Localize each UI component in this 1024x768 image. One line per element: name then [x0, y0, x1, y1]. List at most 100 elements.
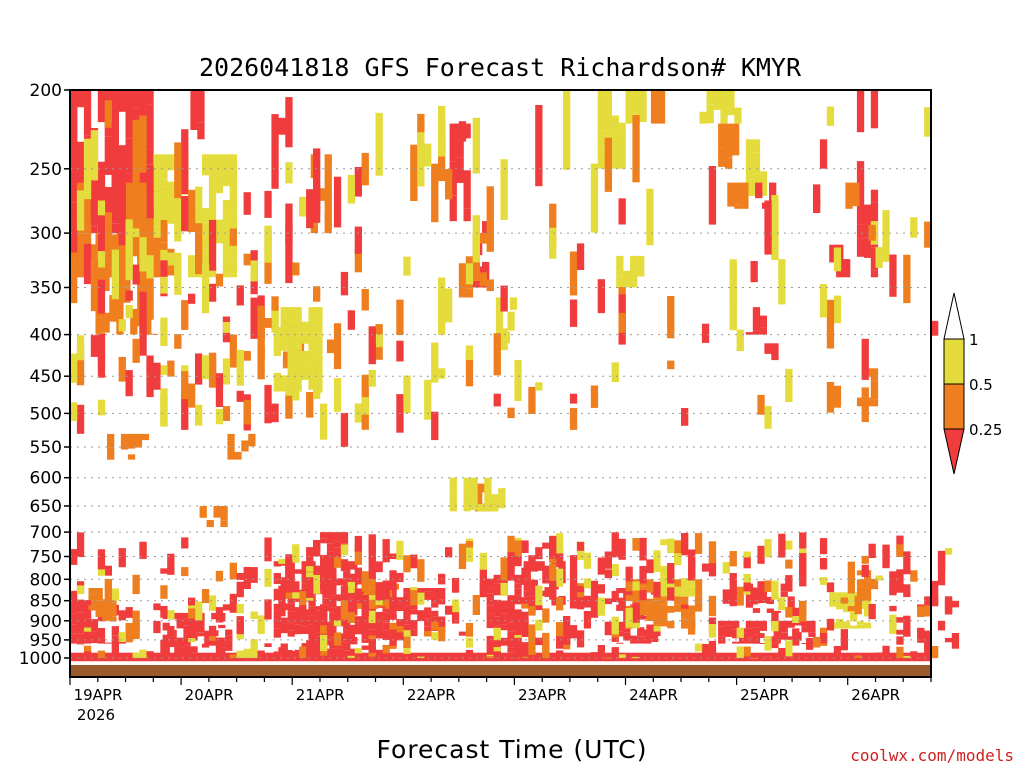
- heatmap-cell: [350, 561, 358, 570]
- heatmap-cell: [688, 585, 696, 590]
- heatmap-cell: [153, 154, 161, 192]
- heatmap-cell: [551, 599, 559, 605]
- heatmap-cell: [329, 648, 337, 654]
- heatmap-cell: [417, 592, 425, 605]
- heatmap-cell: [563, 626, 571, 644]
- heatmap-cell: [313, 642, 321, 655]
- heatmap-cell: [424, 626, 432, 632]
- heatmap-cell: [292, 592, 300, 599]
- heatmap-cell: [542, 608, 550, 623]
- heatmap-cell: [752, 330, 761, 335]
- heatmap-cell: [333, 611, 342, 624]
- heatmap-cell: [646, 624, 654, 641]
- heatmap-cell: [630, 282, 638, 288]
- heatmap-cell: [495, 319, 504, 344]
- heatmap-cell: [229, 154, 237, 184]
- heatmap-cell: [243, 648, 251, 658]
- heatmap-cell: [861, 555, 869, 564]
- heatmap-cell: [486, 642, 494, 655]
- heatmap-cell: [856, 186, 865, 225]
- heatmap-cell: [236, 390, 244, 402]
- heatmap-cell: [83, 212, 92, 234]
- heatmap-cell: [771, 621, 779, 632]
- heatmap-cell: [139, 541, 147, 559]
- heatmap-cell: [493, 393, 501, 407]
- heatmap-cell: [445, 288, 453, 323]
- heatmap-cell: [181, 129, 189, 195]
- heatmap-cell: [222, 250, 231, 263]
- heatmap-cell: [368, 629, 376, 637]
- heatmap-cell: [324, 198, 332, 209]
- heatmap-cell: [354, 535, 362, 552]
- heatmap-cell: [229, 211, 237, 245]
- heatmap-cell: [410, 652, 418, 663]
- heatmap-cell: [718, 620, 726, 627]
- heatmap-cell: [637, 265, 645, 277]
- heatmap-cell: [917, 627, 925, 643]
- heatmap-cell: [773, 642, 781, 644]
- heatmap-cell: [229, 262, 237, 274]
- heatmap-cell: [70, 549, 78, 565]
- heatmap-cell: [313, 286, 321, 302]
- heatmap-cell: [225, 629, 233, 636]
- heatmap-cell: [535, 382, 543, 391]
- y-tick-label: 200: [30, 81, 62, 101]
- x-tick-label: 23APR: [518, 686, 567, 704]
- heatmap-cell: [850, 625, 858, 629]
- heatmap-cell: [333, 652, 342, 663]
- heatmap-cell: [109, 610, 117, 617]
- heatmap-cell: [370, 583, 379, 592]
- heatmap-cell: [343, 642, 351, 651]
- heatmap-cell: [347, 599, 355, 609]
- heatmap-cell: [118, 632, 126, 642]
- colorbar-bin-yellow: [943, 338, 965, 385]
- heatmap-cell: [813, 199, 821, 213]
- heatmap-cell: [111, 186, 119, 224]
- heatmap-cell: [174, 334, 182, 349]
- heatmap-cell: [257, 615, 265, 634]
- heatmap-cell: [583, 652, 592, 663]
- heatmap-cell: [653, 629, 661, 636]
- heatmap-cell: [653, 607, 661, 614]
- heatmap-cell: [347, 175, 355, 204]
- heatmap-cell: [729, 259, 737, 306]
- heatmap-cell: [326, 652, 335, 663]
- heatmap-cell: [863, 593, 872, 601]
- heatmap-cell: [354, 250, 362, 273]
- y-axis: 200 250 300 350 400 450 500 550 600 650 700 7508008…: [19, 81, 70, 669]
- heatmap-cell: [153, 603, 161, 611]
- heatmap-cell: [125, 607, 133, 618]
- heatmap-cell: [76, 652, 85, 663]
- heatmap-cell: [139, 649, 147, 658]
- heatmap-cell: [218, 624, 226, 629]
- heatmap-cell: [611, 130, 619, 169]
- heatmap-cell: [694, 533, 703, 554]
- heatmap-cell: [486, 593, 494, 606]
- heatmap-cell: [764, 580, 772, 592]
- heatmap-cell: [931, 646, 939, 659]
- heatmap-cell: [301, 583, 309, 592]
- heatmap-cell: [771, 195, 779, 260]
- heatmap-cell: [486, 588, 494, 594]
- heatmap-cell: [294, 607, 302, 616]
- heatmap-cell: [757, 633, 765, 638]
- heatmap-cell: [248, 433, 256, 447]
- heatmap-cell: [509, 297, 518, 310]
- y-tick-label: 300: [30, 224, 62, 244]
- heatmap-cell: [271, 305, 279, 333]
- heatmap-cell: [102, 609, 110, 618]
- heatmap-cell: [250, 611, 258, 619]
- heatmap-cell: [725, 620, 733, 626]
- heatmap-cell: [863, 581, 872, 588]
- heatmap-cell: [486, 656, 494, 658]
- heatmap-cell: [153, 621, 161, 634]
- heatmap-cell: [146, 90, 154, 105]
- heatmap-cell: [660, 605, 668, 624]
- heatmap-cell: [514, 359, 522, 401]
- heatmap-cell: [597, 598, 605, 616]
- heatmap-cell: [97, 628, 106, 634]
- heatmap-cell: [590, 580, 599, 600]
- heatmap-cell: [482, 221, 490, 243]
- heatmap-cell: [618, 151, 626, 169]
- ground-layer: [70, 665, 931, 676]
